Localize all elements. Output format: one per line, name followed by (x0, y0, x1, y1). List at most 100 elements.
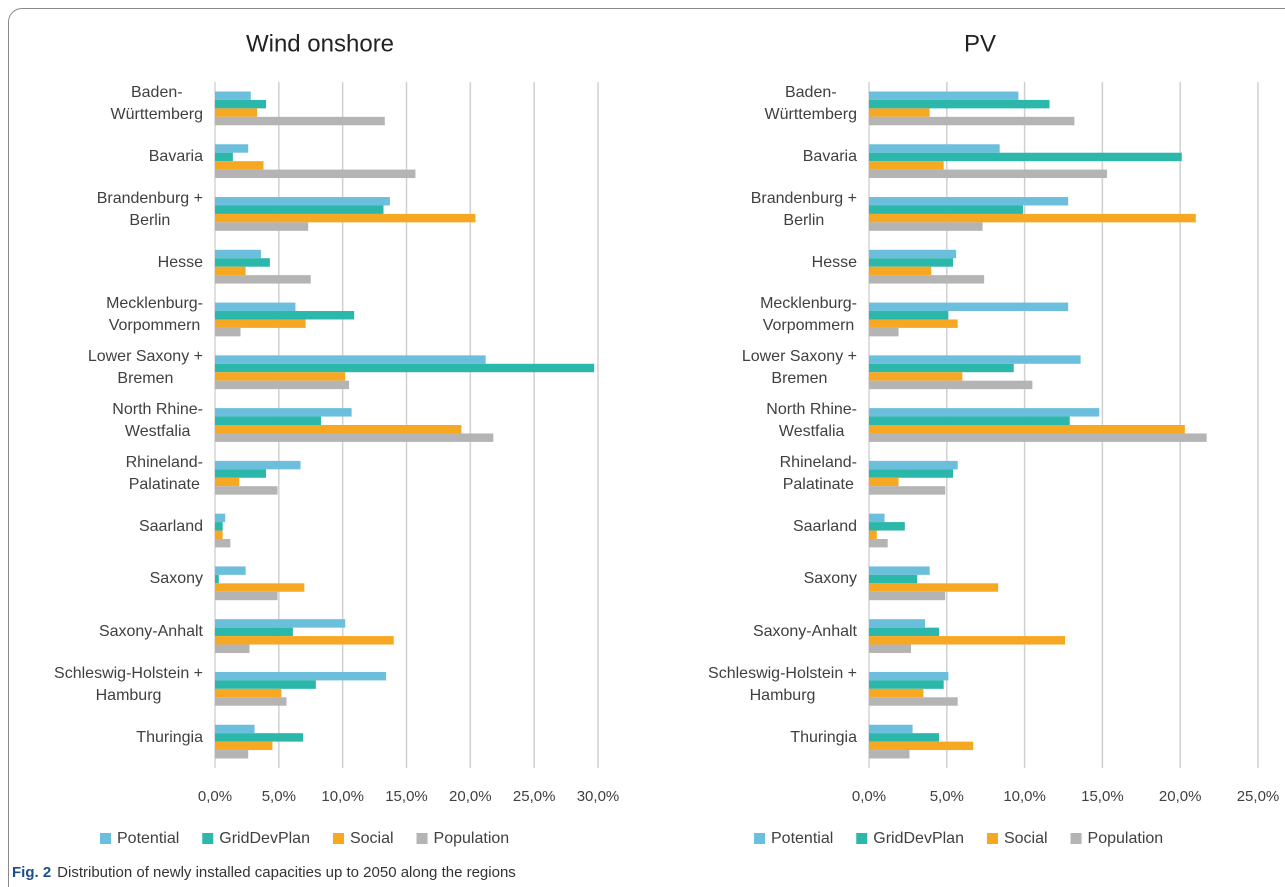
bar (869, 355, 1081, 364)
bar (869, 636, 1066, 645)
bar (869, 205, 1024, 214)
category-label: Thuringia (790, 728, 857, 746)
bar (215, 213, 476, 223)
category-label: Mecklenburg- Vorpommern (760, 295, 857, 335)
x-tick-label: 10,0% (321, 788, 364, 805)
x-tick-label: 20,0% (1159, 788, 1202, 805)
bar (869, 574, 918, 584)
legend-swatch (856, 833, 868, 844)
bar (869, 222, 983, 231)
bar (869, 644, 912, 653)
bar (869, 591, 946, 601)
x-tick-label: 25,0% (513, 788, 556, 805)
bar (869, 741, 974, 751)
x-tick-label: 30,0% (577, 788, 620, 805)
bar (869, 583, 999, 592)
bar (215, 724, 255, 734)
bar (869, 513, 885, 523)
bar (215, 574, 219, 584)
bar (215, 680, 316, 689)
bar (215, 619, 346, 628)
bar (869, 566, 930, 575)
bar (215, 355, 486, 364)
category-label: Lower Saxony + Bremen (87, 348, 203, 388)
legend-label: GridDevPlan (873, 830, 964, 847)
bar (869, 477, 899, 487)
bar (869, 197, 1069, 206)
bar (869, 688, 924, 698)
bar (215, 275, 311, 284)
bar (869, 697, 958, 706)
bar (215, 408, 352, 417)
category-label: Saarland (792, 517, 857, 535)
bar (215, 513, 226, 523)
x-tick-label: 0,0% (198, 788, 232, 805)
x-tick-label: 25,0% (1237, 788, 1280, 805)
category-label: Schleswig-Holstein + Hamburg (54, 664, 203, 704)
bar (215, 566, 246, 575)
chart-title: Wind onshore (246, 30, 394, 57)
bar (869, 116, 1075, 126)
category-label: Lower Saxony + Bremen (741, 348, 857, 388)
bar (215, 671, 387, 681)
bar (215, 266, 246, 276)
bar (215, 733, 304, 742)
bar (869, 327, 899, 337)
bar (215, 144, 249, 153)
bar (869, 319, 958, 328)
bar (869, 750, 910, 759)
category-label: Bavaria (802, 148, 857, 166)
legend-label: Population (1088, 830, 1164, 847)
caption: Fig. 2 Distribution of newly installed ca… (12, 864, 516, 881)
category-label: Brandenburg + Berlin (96, 189, 203, 229)
category-label: North Rhine- Westfalia (766, 401, 857, 440)
x-tick-label: 15,0% (1081, 788, 1124, 805)
bar (215, 460, 301, 470)
bar (869, 99, 1050, 109)
bar (869, 433, 1207, 442)
bar (869, 408, 1100, 417)
category-label: Hesse (157, 253, 203, 271)
x-tick-label: 5,0% (262, 788, 296, 805)
bar (215, 583, 305, 592)
bar (869, 425, 1185, 434)
bar (869, 144, 1000, 153)
bar (215, 363, 595, 373)
bar (215, 477, 240, 487)
bar (215, 530, 223, 539)
bar (869, 469, 954, 478)
chart-title: PV (964, 30, 996, 57)
frame (8, 8, 1285, 887)
bar (869, 530, 877, 539)
category-label: Bavaria (148, 148, 203, 166)
bar (215, 750, 249, 759)
category-label: Saxony (803, 570, 857, 588)
bar (215, 116, 385, 126)
bar (869, 460, 958, 470)
bar (215, 688, 282, 698)
legend-label: Population (434, 830, 510, 847)
bar (215, 636, 394, 645)
bar (869, 266, 932, 276)
bar (869, 619, 926, 628)
bar (215, 169, 416, 179)
bar (869, 152, 1182, 162)
x-tick-label: 0,0% (852, 788, 886, 805)
bar (215, 258, 270, 267)
bar (215, 425, 462, 434)
bar (215, 327, 241, 337)
bar (215, 538, 231, 548)
category-label: Baden- Württemberg (764, 84, 857, 124)
category-label: Saxony-Anhalt (98, 623, 203, 641)
legend-label: Potential (117, 830, 179, 847)
bar (869, 724, 913, 734)
bar (215, 91, 251, 100)
bar (869, 538, 888, 548)
bar (869, 380, 1033, 390)
caption-text: Distribution of newly installed capaciti… (57, 864, 516, 881)
bar (215, 249, 261, 259)
legend-swatch (332, 833, 344, 844)
bar (869, 522, 905, 531)
bar (869, 213, 1196, 223)
